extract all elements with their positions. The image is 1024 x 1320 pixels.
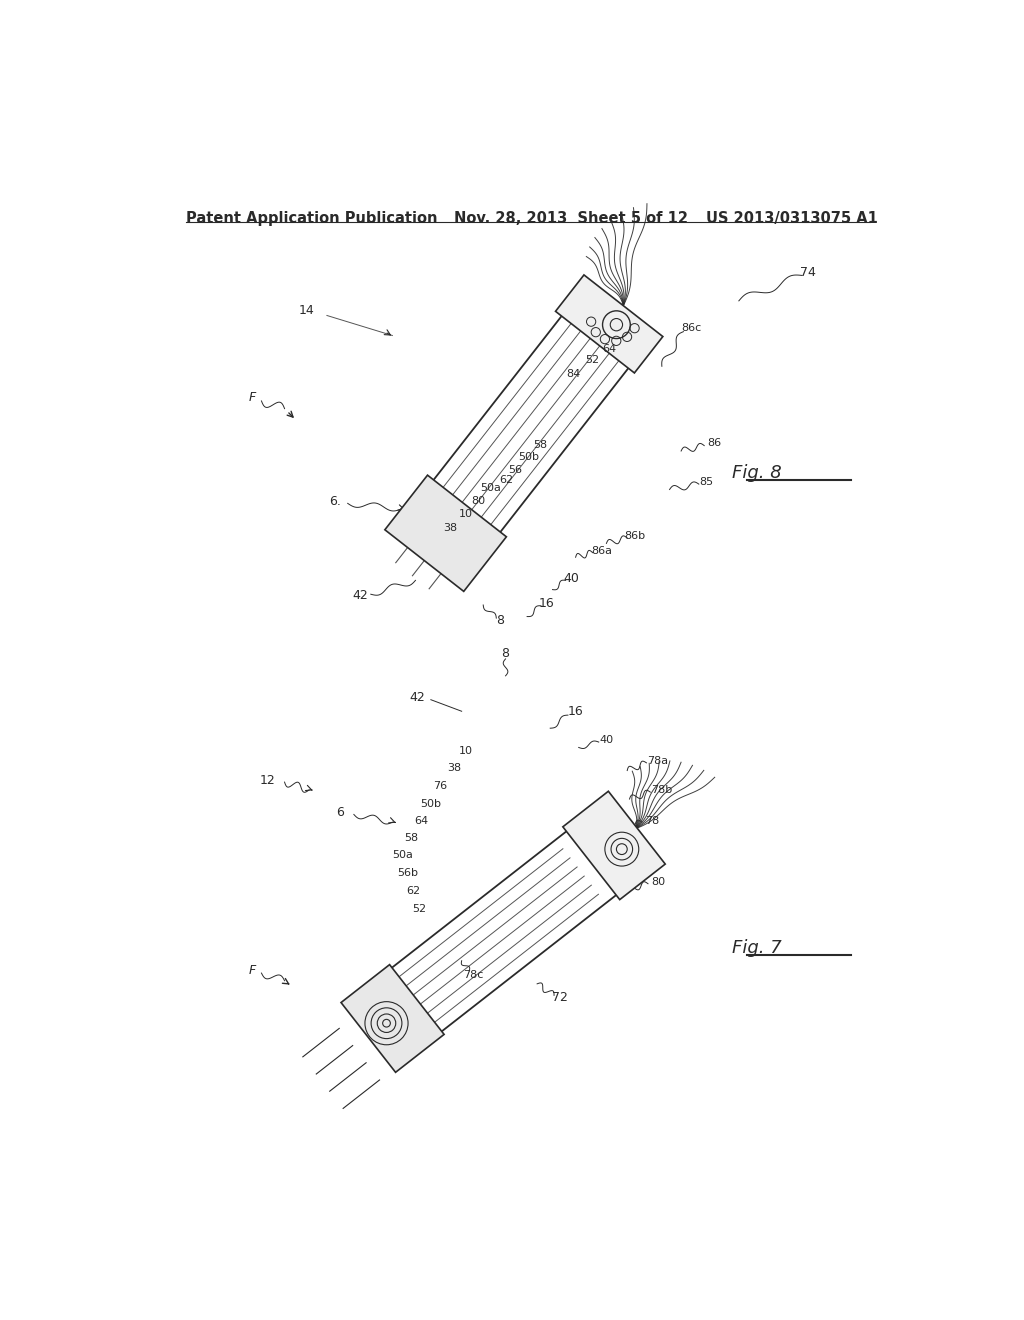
Text: F: F	[249, 391, 256, 404]
Text: US 2013/0313075 A1: US 2013/0313075 A1	[706, 211, 878, 226]
Text: 50a: 50a	[392, 850, 413, 861]
Text: 6: 6	[336, 807, 344, 820]
Text: Patent Application Publication: Patent Application Publication	[186, 211, 437, 226]
Text: 58: 58	[534, 440, 547, 450]
Text: 58: 58	[404, 833, 419, 842]
Text: 64: 64	[602, 345, 616, 354]
Text: 56: 56	[509, 465, 522, 475]
Text: 52: 52	[413, 904, 426, 915]
Text: 38: 38	[446, 763, 461, 774]
Text: 50b: 50b	[421, 799, 441, 809]
Text: 78b: 78b	[651, 785, 673, 795]
Text: 38: 38	[443, 523, 457, 533]
Text: 80: 80	[651, 878, 665, 887]
Text: 42: 42	[352, 589, 368, 602]
Text: 8: 8	[497, 614, 504, 627]
Text: 78c: 78c	[463, 970, 483, 979]
Text: 86a: 86a	[591, 546, 612, 556]
Text: 78a: 78a	[647, 755, 669, 766]
Text: 84: 84	[566, 370, 581, 379]
Text: 50a: 50a	[479, 483, 501, 492]
Text: 64: 64	[415, 816, 429, 825]
Text: 6.: 6.	[329, 495, 341, 508]
Text: 85: 85	[699, 477, 714, 487]
Text: 8: 8	[502, 647, 510, 660]
Text: 72: 72	[552, 991, 568, 1005]
Text: 76: 76	[433, 781, 447, 791]
Text: 86c: 86c	[681, 323, 701, 333]
Polygon shape	[563, 791, 666, 900]
Text: 40: 40	[599, 735, 613, 744]
Text: F: F	[249, 964, 256, 977]
Text: 52: 52	[586, 355, 600, 366]
Text: 12: 12	[260, 774, 275, 787]
Text: Fig. 8: Fig. 8	[732, 463, 782, 482]
Text: Nov. 28, 2013  Sheet 5 of 12: Nov. 28, 2013 Sheet 5 of 12	[454, 211, 688, 226]
Polygon shape	[341, 965, 444, 1072]
Text: 16: 16	[539, 597, 554, 610]
Text: 62: 62	[407, 887, 420, 896]
Text: 42: 42	[410, 690, 425, 704]
Text: 62: 62	[500, 475, 513, 486]
Text: 78: 78	[645, 816, 659, 825]
Text: 10: 10	[459, 746, 472, 756]
Text: 56b: 56b	[397, 869, 418, 878]
Text: 10: 10	[459, 510, 472, 519]
Polygon shape	[555, 275, 663, 374]
Text: 86: 86	[708, 438, 721, 449]
Text: 74: 74	[800, 265, 816, 279]
Text: 16: 16	[567, 705, 584, 718]
Text: 50b: 50b	[518, 453, 540, 462]
Polygon shape	[385, 475, 507, 591]
Text: 80: 80	[471, 496, 485, 506]
Text: Fig. 7: Fig. 7	[732, 939, 782, 957]
Text: 86b: 86b	[625, 531, 645, 541]
Text: 40: 40	[563, 572, 579, 585]
Text: 14: 14	[298, 305, 314, 317]
